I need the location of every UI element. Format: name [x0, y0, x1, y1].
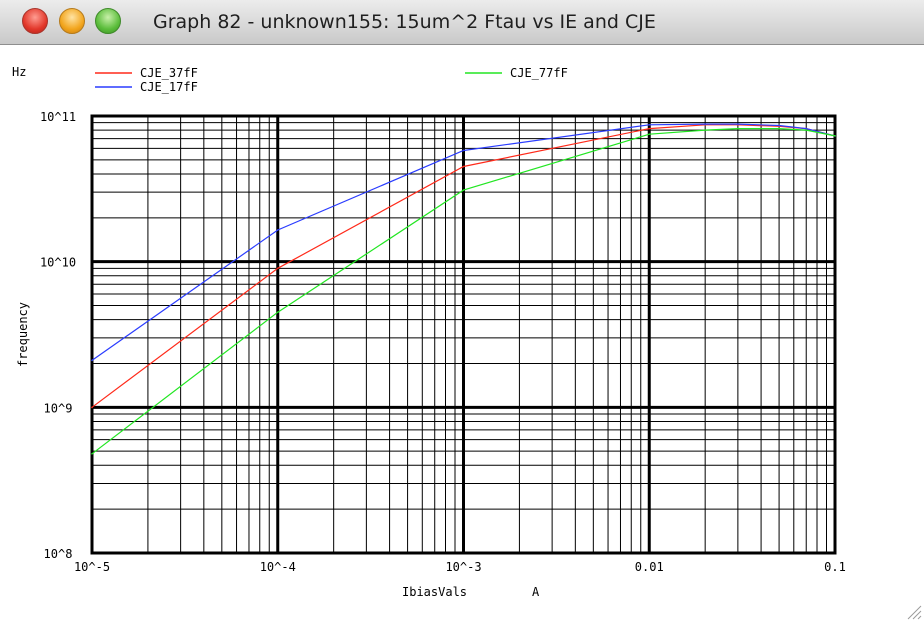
zoom-button[interactable] — [95, 8, 121, 34]
data-point-CJE_17fF — [276, 229, 279, 231]
data-point-CJE_77fF — [91, 452, 93, 455]
x-tick-label: 0.1 — [824, 560, 846, 574]
data-point-CJE_17fF — [648, 124, 651, 126]
data-point-CJE_17fF — [91, 359, 93, 362]
close-button[interactable] — [22, 8, 48, 34]
data-point-CJE_77fF — [737, 127, 739, 130]
data-point-CJE_17fF — [462, 149, 465, 152]
axis-labels: 10^-5 10^-4 10^-3 0.01 0.1 10^8 10^9 10^10 10^11… — [12, 65, 846, 599]
window-titlebar[interactable]: Graph 82 - unknown155: 15um^2 Ftau vs IE… — [0, 0, 924, 45]
data-point-CJE_17fF — [737, 123, 739, 125]
x-tick-label: 10^-3 — [445, 560, 481, 574]
data-point-CJE_17fF — [805, 127, 808, 130]
data-point-CJE_37fF — [648, 127, 651, 130]
data-point-CJE_37fF — [91, 406, 93, 409]
x-axis-label: IbiasVals — [402, 585, 467, 599]
resize-grip-icon[interactable] — [904, 602, 922, 620]
window-title: Graph 82 - unknown155: 15um^2 Ftau vs IE… — [153, 11, 656, 33]
data-point-CJE_37fF — [462, 165, 465, 168]
y-axis-unit: Hz — [12, 65, 26, 79]
y-tick-label: 10^8 — [44, 547, 73, 561]
data-point-CJE_17fF — [704, 123, 706, 125]
series-lines — [91, 123, 836, 455]
y-tick-label: 10^10 — [40, 256, 76, 270]
legend-label-CJE_37fF: CJE_37fF — [140, 66, 198, 80]
legend-label-CJE_77fF: CJE_77fF — [510, 66, 568, 80]
data-point-CJE_77fF — [276, 311, 279, 313]
data-point-CJE_37fF — [276, 267, 279, 270]
axes — [90, 114, 837, 555]
data-point-CJE_77fF — [805, 129, 808, 131]
minimize-button[interactable] — [59, 8, 85, 34]
legend-label-CJE_17fF: CJE_17fF — [140, 80, 198, 94]
plot-frame — [90, 114, 837, 555]
x-tick-label: 10^-5 — [74, 560, 110, 574]
data-point-CJE_77fF — [834, 135, 836, 137]
y-axis-label: frequency — [16, 302, 30, 367]
y-tick-label: 10^9 — [44, 401, 73, 415]
data-point-CJE_17fF — [778, 124, 780, 127]
data-point-CJE_77fF — [648, 133, 651, 135]
y-tick-label: 10^11 — [40, 110, 76, 124]
data-point-CJE_77fF — [778, 127, 780, 130]
x-axis-unit: A — [532, 585, 540, 599]
data-point-CJE_77fF — [704, 129, 706, 131]
x-tick-label: 10^-4 — [260, 560, 296, 574]
x-tick-label: 0.01 — [635, 560, 664, 574]
data-point-CJE_77fF — [462, 189, 465, 191]
grid — [90, 114, 837, 555]
